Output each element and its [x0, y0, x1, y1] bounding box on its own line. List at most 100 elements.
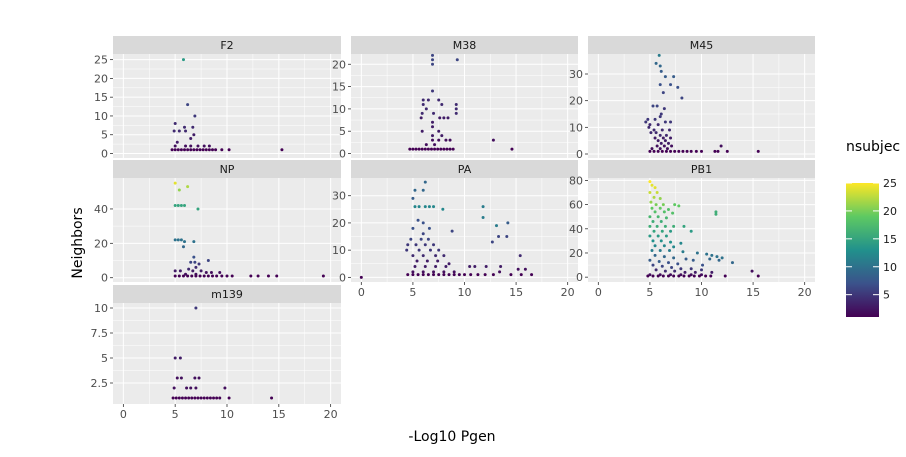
data-point [648, 123, 652, 127]
data-point [189, 136, 193, 140]
data-point [230, 274, 234, 278]
data-point [423, 205, 427, 209]
data-point [648, 215, 652, 219]
data-point [669, 136, 673, 140]
data-point [663, 75, 667, 79]
data-point [196, 144, 200, 148]
data-point [708, 257, 712, 261]
y-tick-label: 0 [101, 147, 108, 160]
data-point [420, 111, 424, 115]
data-point [454, 102, 458, 106]
data-point [523, 267, 527, 271]
data-point [648, 149, 652, 153]
data-point [431, 58, 435, 62]
data-point [452, 270, 456, 274]
x-tick-label: 5 [646, 286, 653, 299]
data-point [195, 148, 199, 152]
data-point [419, 116, 423, 120]
data-point [653, 244, 657, 248]
data-point [178, 269, 182, 273]
data-point [445, 147, 449, 151]
y-tick-label: 30 [569, 68, 583, 81]
data-point [409, 237, 413, 241]
data-point [174, 396, 178, 400]
data-point [654, 131, 658, 135]
data-point [437, 129, 441, 133]
data-point [476, 273, 480, 277]
data-point [181, 274, 185, 278]
data-point [431, 53, 435, 57]
data-point [413, 264, 417, 268]
data-point [421, 188, 425, 192]
legend-tick-label: 15 [883, 233, 897, 246]
data-point [710, 253, 714, 257]
facet-panel-m45: M45 0 10 20 30 [569, 36, 815, 161]
data-point [505, 235, 509, 239]
data-point [192, 255, 196, 259]
data-point [421, 98, 425, 102]
data-points [173, 181, 325, 278]
data-point [497, 235, 501, 239]
data-point [651, 263, 655, 267]
data-point [666, 141, 670, 145]
y-tick-label: 80 [569, 174, 583, 187]
data-point [662, 244, 666, 248]
data-point [663, 224, 667, 228]
data-point [197, 262, 201, 266]
data-point [655, 224, 659, 228]
data-point [648, 180, 652, 184]
data-point [206, 259, 210, 263]
data-point [677, 149, 681, 153]
data-point [648, 258, 652, 262]
data-point [438, 116, 442, 120]
data-point [189, 144, 193, 148]
data-point [730, 261, 734, 265]
data-point [193, 396, 197, 400]
data-point [673, 269, 677, 273]
data-point [173, 274, 177, 278]
data-point [662, 107, 666, 111]
data-point [519, 273, 523, 277]
data-point [659, 239, 663, 243]
data-point [176, 204, 180, 208]
data-points [171, 306, 274, 400]
data-point [187, 267, 191, 271]
data-point [660, 149, 664, 153]
data-point [425, 259, 429, 263]
data-point [685, 149, 689, 153]
data-point [204, 271, 208, 275]
data-point [689, 267, 693, 271]
data-point [652, 128, 656, 132]
data-point [183, 204, 187, 208]
data-point [199, 396, 203, 400]
data-point [183, 125, 187, 129]
data-point [463, 273, 466, 277]
data-point [424, 107, 428, 111]
x-tick-label: 20 [324, 408, 338, 421]
data-point [661, 91, 665, 95]
data-point [662, 255, 666, 259]
data-point [484, 264, 488, 268]
color-legend: nsubjec 5 10 15 20 25 [846, 139, 900, 317]
data-point [681, 149, 685, 153]
data-point [208, 396, 212, 400]
data-point [750, 269, 754, 273]
data-point [655, 144, 659, 148]
facet-strip-label: m139 [211, 288, 243, 301]
data-point [648, 234, 652, 238]
data-point [695, 251, 699, 255]
x-tick-label: 20 [561, 286, 575, 299]
data-point [664, 234, 668, 238]
data-point [660, 264, 664, 268]
data-point [679, 267, 683, 271]
data-point [432, 273, 436, 277]
data-point [650, 206, 654, 210]
data-point [207, 144, 211, 148]
data-point [450, 229, 454, 233]
data-point [682, 224, 686, 228]
data-point [666, 261, 670, 265]
data-point [417, 147, 421, 151]
data-point [218, 271, 222, 275]
data-point [649, 200, 653, 204]
data-point [179, 238, 183, 242]
